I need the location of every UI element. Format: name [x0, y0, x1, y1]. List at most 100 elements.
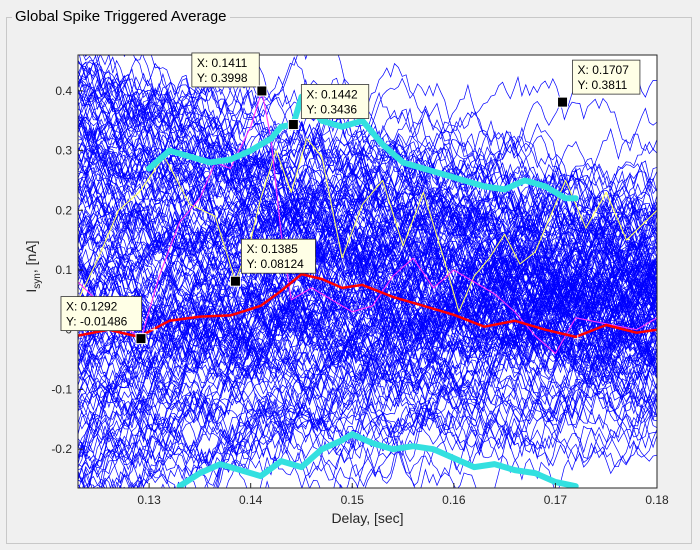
- background-trace: [78, 299, 657, 479]
- background-trace: [78, 168, 657, 364]
- datatip-y: Y: 0.3811: [578, 78, 628, 92]
- y-axis-label-sub: syn: [32, 273, 43, 289]
- datatip-x: X: 0.1385: [246, 242, 298, 256]
- background-trace: [78, 319, 657, 488]
- background-trace: [78, 154, 657, 338]
- background-trace: [78, 102, 657, 248]
- background-trace: [78, 154, 657, 357]
- background-trace: [78, 55, 657, 219]
- background-trace: [78, 310, 657, 425]
- datatip-box: [300, 84, 370, 119]
- y-axis-label: Isyn, [nA]: [23, 240, 43, 292]
- background-trace: [78, 239, 657, 367]
- background-trace: [78, 297, 657, 488]
- background-trace: [78, 262, 657, 387]
- datatip-marker[interactable]: [229, 275, 241, 287]
- x-axis: 0.13 0.14 0.15 0.16 0.17 0.18: [137, 483, 669, 507]
- background-trace: [78, 153, 657, 319]
- x-tick-label: 0.16: [442, 493, 466, 507]
- datatip-box: [572, 59, 641, 95]
- background-trace: [78, 258, 657, 353]
- background-trace: [78, 320, 657, 476]
- series-layer: [78, 90, 657, 488]
- y-tick-label: 0.3: [55, 144, 72, 158]
- y-axis-label-main: I: [23, 289, 39, 293]
- background-trace: [78, 176, 657, 367]
- x-tick-label: 0.13: [137, 493, 161, 507]
- background-trace: [78, 77, 657, 240]
- background-trace: [78, 232, 657, 386]
- background-trace: [78, 280, 657, 464]
- y-tick-label: -0.2: [51, 442, 72, 456]
- background-trace: [78, 278, 657, 450]
- magenta-trace-line: [78, 90, 657, 355]
- lower-envelope-line: [176, 431, 579, 488]
- x-tick-label: 0.15: [341, 493, 365, 507]
- background-trace: [78, 226, 657, 323]
- datatip-box: [241, 238, 316, 274]
- background-trace: [78, 93, 657, 362]
- y-tick-label: -0.1: [51, 382, 72, 396]
- figure-panel: [6, 17, 692, 544]
- background-trace: [78, 204, 657, 411]
- datatip-marker[interactable]: [287, 119, 299, 131]
- background-trace: [78, 141, 657, 330]
- background-trace: [78, 180, 657, 312]
- datatip-marker[interactable]: [135, 333, 147, 345]
- background-trace: [82, 55, 657, 261]
- mean-line: [78, 272, 657, 339]
- background-trace: [78, 315, 657, 423]
- background-trace: [78, 294, 657, 468]
- background-trace: [78, 326, 657, 488]
- x-axis-label: Delay, [sec]: [331, 510, 403, 526]
- background-trace: [78, 238, 657, 375]
- y-tick-label: 0.4: [55, 84, 72, 98]
- datatip-marker[interactable]: [256, 85, 268, 97]
- background-trace: [78, 227, 657, 416]
- background-trace: [78, 287, 657, 426]
- background-trace: [78, 225, 657, 389]
- background-trace: [78, 258, 657, 488]
- background-trace: [78, 291, 657, 487]
- plot-frame: [77, 54, 658, 489]
- background-trace: [78, 218, 657, 411]
- datatip-box: [191, 52, 260, 88]
- background-trace: [78, 61, 657, 308]
- background-trace: [78, 201, 657, 488]
- datatip-y: Y: 0.3436: [306, 103, 357, 117]
- background-trace: [142, 55, 657, 284]
- crosshair-marker: [573, 334, 582, 343]
- background-trace: [78, 274, 657, 393]
- background-trace: [78, 208, 657, 342]
- y-axis-label-rest: , [nA]: [23, 240, 39, 273]
- background-trace: [78, 223, 657, 357]
- y-tick-label: 0.2: [55, 203, 72, 217]
- datatip-box: [60, 296, 142, 332]
- yellow-trace-line: [78, 138, 657, 313]
- datatip-y: Y: -0.01486: [66, 315, 128, 329]
- background-trace: [88, 345, 657, 488]
- datatip-x: X: 0.1292: [66, 300, 118, 314]
- background-trace: [78, 253, 657, 387]
- datatip-x: X: 0.1442: [306, 88, 358, 102]
- background-trace: [78, 377, 657, 488]
- datatip-y: Y: 0.3998: [197, 71, 248, 85]
- background-trace: [78, 264, 657, 361]
- x-tick-label: 0.14: [239, 493, 263, 507]
- background-trace: [78, 322, 657, 488]
- background-trace: [78, 215, 657, 454]
- x-tick-label: 0.18: [645, 493, 669, 507]
- x-tick-label: 0.17: [544, 493, 568, 507]
- datatip-marker[interactable]: [557, 96, 569, 108]
- y-tick-label: 0.1: [55, 263, 72, 277]
- panel-title: Global Spike Triggered Average: [12, 8, 230, 26]
- background-trace: [78, 147, 657, 258]
- background-trace: [78, 137, 657, 363]
